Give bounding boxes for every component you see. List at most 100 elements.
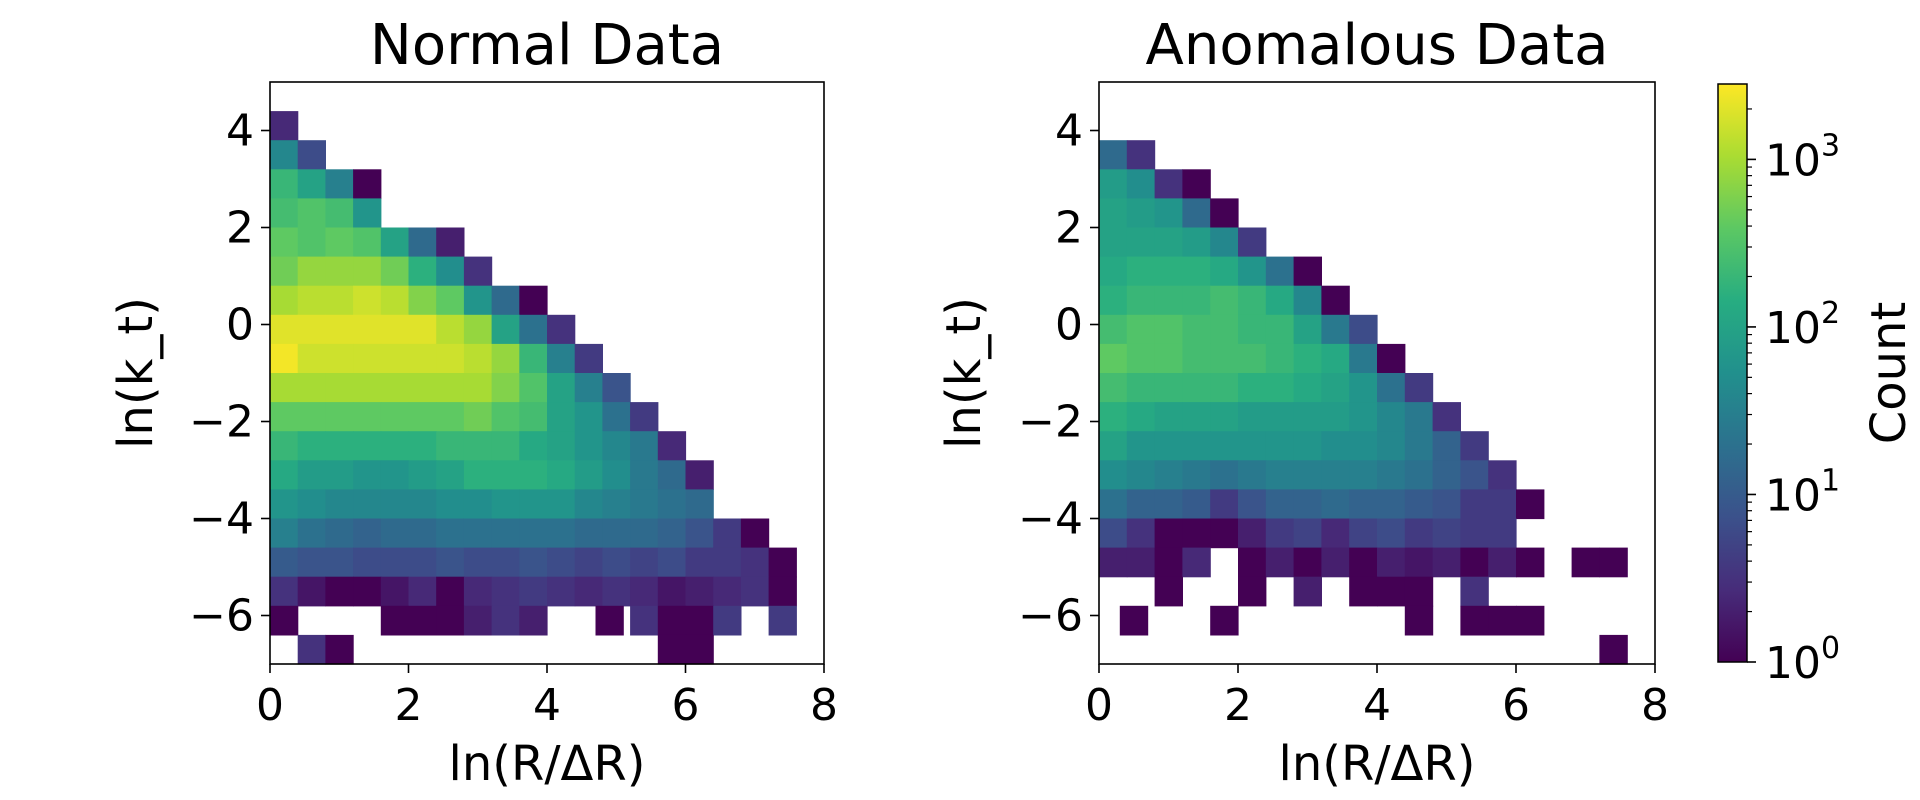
heatmap-cell [436, 547, 465, 578]
heatmap-cell [463, 605, 493, 636]
heatmap-cell [325, 547, 354, 578]
y-axis-label: ln(k_t) [936, 297, 992, 449]
x-axis: 0 2 4 6 8 [1085, 664, 1669, 731]
heatmap-cell [297, 314, 326, 345]
heatmap-cell [1182, 547, 1211, 578]
heatmap-cell [1154, 576, 1183, 607]
heatmap-cell [1126, 343, 1156, 374]
heatmap-cell [408, 460, 437, 490]
heatmap-cell [436, 431, 465, 461]
heatmap-cell [1154, 373, 1183, 403]
heatmap-cell [1154, 285, 1183, 316]
heatmap-cell [547, 576, 576, 607]
heatmap-cell [297, 518, 326, 549]
heatmap-cell [297, 285, 326, 316]
x-tick-label: 4 [1363, 680, 1391, 731]
heatmap-cell [1238, 576, 1267, 607]
heatmap-cell [380, 547, 410, 578]
heatmap-cell [519, 431, 548, 461]
heatmap-cell [325, 489, 354, 520]
heatmap-cell [270, 518, 299, 549]
heatmap-cell [685, 634, 714, 665]
heatmap-cell [1488, 547, 1517, 578]
heatmap-cell [1516, 547, 1545, 578]
heatmap-cell [408, 227, 437, 258]
heatmap-cell [270, 402, 299, 432]
heatmap-cell [1404, 373, 1434, 403]
heatmap-cell [602, 431, 631, 461]
heatmap-cell [657, 460, 687, 490]
heatmap-cell [1099, 373, 1128, 403]
heatmap-cell [325, 634, 354, 665]
heatmap-cell [1293, 373, 1322, 403]
heatmap-cell [519, 285, 548, 316]
heatmap-cell [1154, 343, 1183, 374]
heatmap-cell [297, 489, 326, 520]
heatmap-cell [1460, 431, 1489, 461]
heatmap-cell [1182, 518, 1211, 549]
y-axis: 4 2 0 −2 −4 −6 [189, 106, 270, 642]
heatmap-cell [1099, 169, 1128, 199]
panel-normal-data: Normal Data 0 2 4 6 8 4 2 0 −2 −4 −6 ln(R/ΔR) ln(… [108, 13, 838, 792]
heatmap-cell [297, 343, 326, 374]
heatmap-cell [1377, 431, 1406, 461]
heatmap-cell [1210, 460, 1239, 490]
y-tick-label: −6 [1018, 591, 1083, 642]
heatmap-cell [630, 576, 659, 607]
heatmap-cell [1404, 489, 1434, 520]
heatmap-cell [1099, 547, 1128, 578]
heatmap-cell [325, 285, 354, 316]
heatmap-cell [1238, 460, 1267, 490]
heatmap-cell [325, 169, 354, 199]
heatmap-cell [1349, 460, 1378, 490]
heatmap-cell [1488, 460, 1517, 490]
heatmap-cell [1238, 547, 1267, 578]
heatmap-cell [519, 547, 548, 578]
heatmap-cells [1099, 140, 1628, 665]
heatmap-cell [1182, 285, 1211, 316]
heatmap-cell [1238, 402, 1267, 432]
heatmap-cell [1126, 518, 1156, 549]
heatmap-cell [1293, 576, 1322, 607]
heatmap-cell [1265, 285, 1295, 316]
heatmap-cell [574, 373, 603, 403]
heatmap-cell [1293, 256, 1322, 287]
heatmap-cell [1488, 518, 1517, 549]
heatmap-cell [325, 227, 354, 258]
heatmap-cell [297, 140, 326, 170]
heatmap-cell [353, 198, 382, 229]
heatmap-cell [270, 314, 299, 345]
heatmap-cell [630, 489, 659, 520]
heatmap-cell [1265, 314, 1295, 345]
heatmap-cell [595, 605, 624, 636]
heatmap-cell [1238, 431, 1267, 461]
heatmap-cell [297, 227, 326, 258]
colorbar: 100 101 102 103 Count [1717, 83, 1917, 689]
heatmap-cell [270, 343, 299, 374]
heatmap-cell [463, 343, 493, 374]
heatmap-cell [491, 285, 520, 316]
heatmap-cell [1404, 431, 1434, 461]
heatmap-cell [270, 373, 299, 403]
heatmap-cell [1404, 605, 1434, 636]
heatmap-cell [1126, 314, 1156, 345]
heatmap-cell [1377, 576, 1406, 607]
heatmap-cell [1210, 343, 1239, 374]
heatmap-cell [1210, 518, 1239, 549]
y-tick-label: 4 [1055, 106, 1083, 157]
heatmap-cell [1404, 576, 1434, 607]
heatmap-cell [353, 227, 382, 258]
heatmap-cell [1182, 198, 1211, 229]
heatmap-cell [436, 518, 465, 549]
y-tick-label: −2 [189, 397, 254, 448]
heatmap-cell [657, 489, 687, 520]
heatmap-cell [1349, 373, 1378, 403]
colorbar-tick-label: 102 [1765, 296, 1840, 354]
heatmap-cell [436, 460, 465, 490]
heatmap-cell [491, 518, 520, 549]
x-tick-label: 0 [256, 680, 284, 731]
heatmap-cell [436, 373, 465, 403]
heatmap-cell [1210, 285, 1239, 316]
heatmap-cell [297, 256, 326, 287]
heatmap-cell [1293, 518, 1322, 549]
